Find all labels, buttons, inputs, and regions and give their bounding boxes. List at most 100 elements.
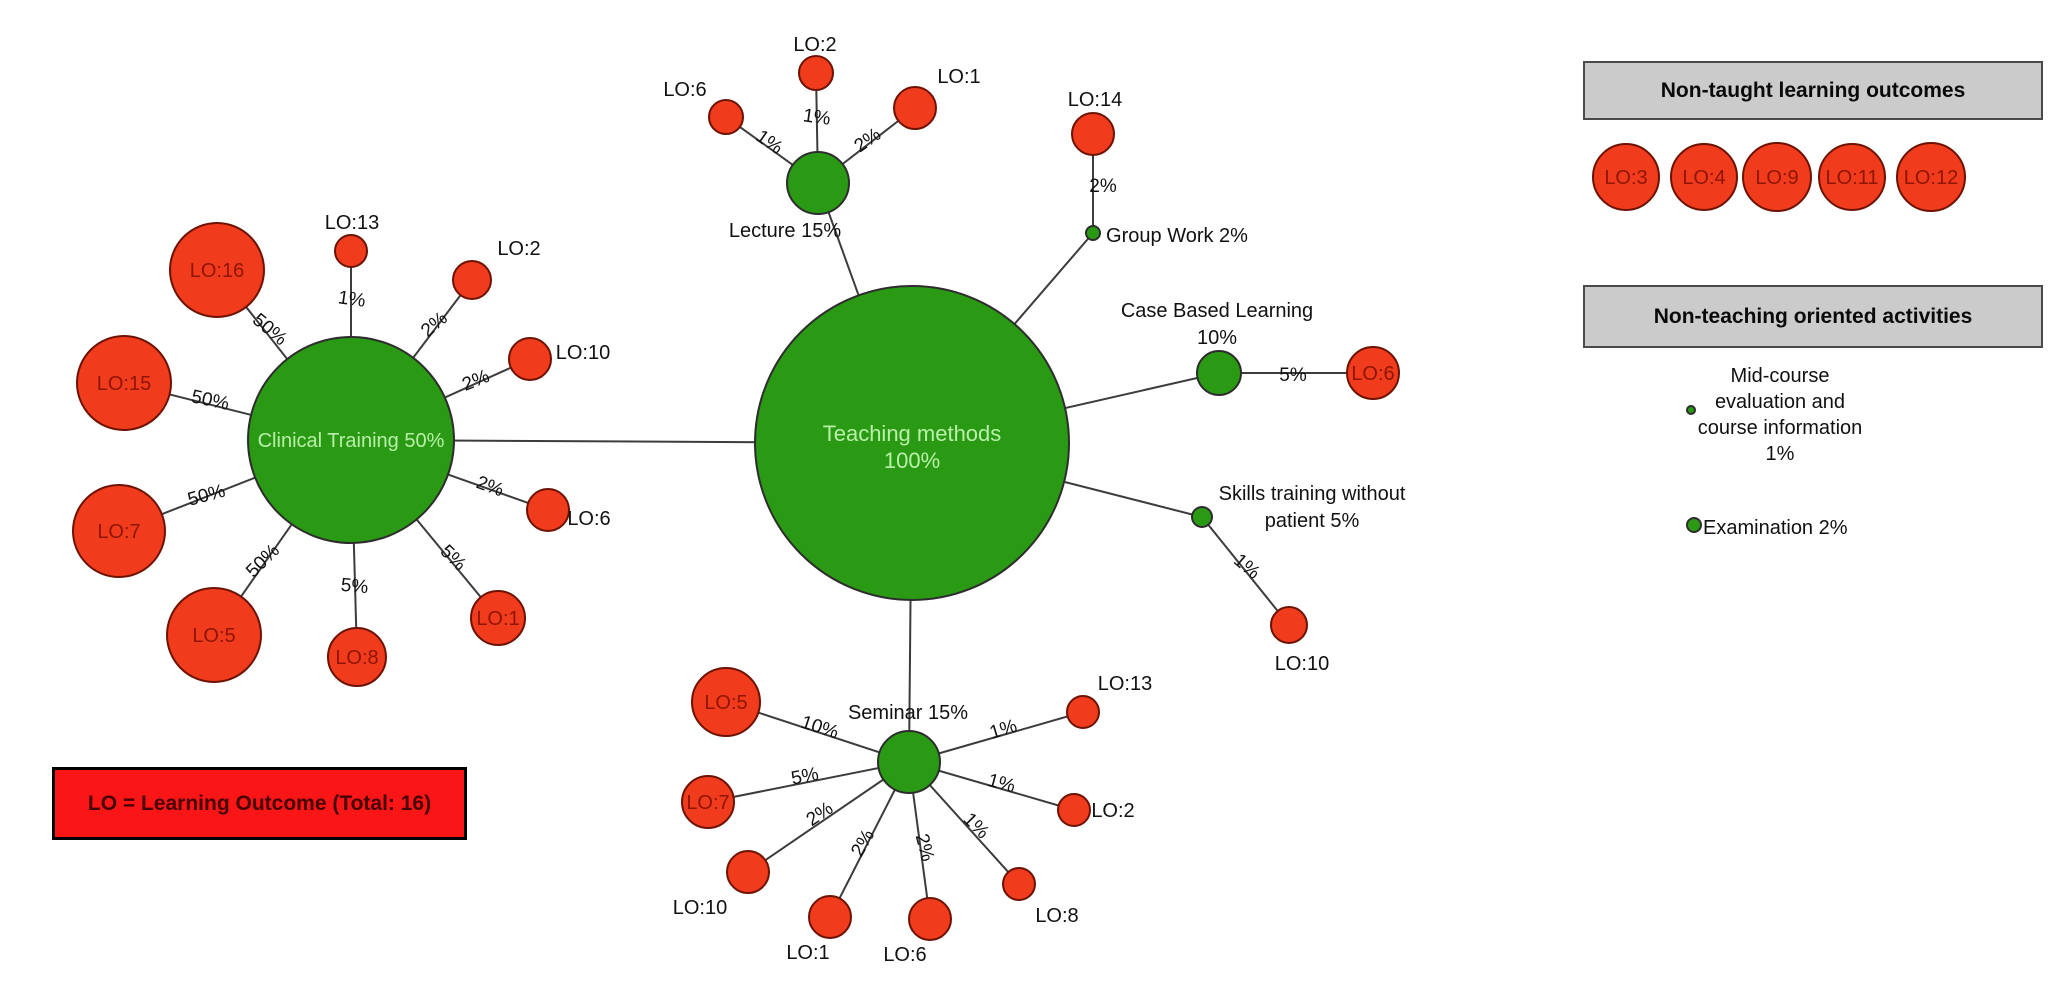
node-sem_lo7-label: LO:7 — [686, 792, 729, 814]
edge-label-skills_dot-s_lo10: 1% — [1229, 550, 1264, 584]
edge-label-seminar-sem_lo13: 1% — [987, 716, 1020, 744]
node-skills_dot-label: patient 5% — [1265, 510, 1360, 532]
node-c_lo16-label: LO:16 — [190, 260, 244, 282]
node-lecture-circle — [786, 151, 850, 215]
node-teaching-label: 100% — [884, 448, 940, 473]
node-clinical-label: Clinical Training 50% — [258, 430, 445, 452]
node-exam_dot-circle — [1686, 517, 1702, 533]
node-c_lo2-label: LO:2 — [497, 238, 540, 260]
edge-label-clinical-c_lo5: 50% — [242, 540, 284, 582]
node-lg_lo9-circle — [1742, 142, 1812, 212]
node-cbl-circle — [1196, 350, 1242, 396]
node-skills_dot-label: Skills training without — [1219, 483, 1406, 505]
node-c_lo10-label: LO:10 — [556, 342, 610, 364]
node-lecture-label: Lecture 15% — [729, 220, 842, 242]
edge-label-clinical-c_lo16: 50% — [248, 310, 291, 351]
legend-non-taught-box: Non-taught learning outcomes — [1583, 61, 2043, 120]
node-sem_lo6-circle — [908, 897, 952, 941]
edge-label-seminar-sem_lo10: 2% — [803, 798, 838, 831]
edge-label-cbl-cbl_lo6: 5% — [1279, 365, 1307, 386]
node-sem_lo13-circle — [1066, 695, 1100, 729]
edge-label-clinical-c_lo7: 50% — [185, 481, 227, 511]
midcourse-line-2: evaluation and — [1714, 391, 1846, 413]
node-c_lo13-circle — [334, 234, 368, 268]
node-c_lo16-circle — [169, 222, 265, 318]
node-clinical-circle — [247, 336, 455, 544]
node-s_lo10-circle — [1270, 606, 1308, 644]
node-sem_lo10-circle — [726, 850, 770, 894]
edge-label-lecture-l_lo2: 1% — [802, 105, 832, 130]
node-c_lo15-circle — [76, 335, 172, 431]
edge-label-clinical-c_lo8: 5% — [340, 575, 369, 598]
node-lg_lo11-circle — [1818, 143, 1886, 211]
node-sem_lo2-label: LO:2 — [1091, 800, 1134, 822]
edge-label-clinical-c_lo15: 50% — [189, 386, 231, 414]
node-c_lo8-label: LO:8 — [335, 647, 378, 669]
node-groupwork_dot-circle — [1085, 225, 1101, 241]
edge-label-clinical-c_lo13: 1% — [337, 287, 367, 312]
node-sem_lo5-label: LO:5 — [704, 692, 747, 714]
node-g_lo14-label: LO:14 — [1068, 89, 1122, 111]
node-sem_lo6-label: LO:6 — [883, 944, 926, 966]
midcourse-line-1: Mid-course — [1730, 365, 1830, 387]
node-c_lo6-label: LO:6 — [567, 508, 610, 530]
node-sem_lo5-circle — [691, 667, 761, 737]
edge-label-seminar-sem_lo8: 1% — [959, 809, 993, 843]
edge-label-seminar-sem_lo6: 2% — [911, 832, 938, 864]
edge-label-seminar-sem_lo5: 10% — [798, 712, 841, 744]
node-l_lo2-label: LO:2 — [793, 34, 836, 56]
node-g_lo14-circle — [1071, 112, 1115, 156]
node-c_lo1-circle — [470, 590, 526, 646]
node-teaching-label: Teaching methods — [823, 421, 1002, 446]
node-skills_dot-circle — [1191, 506, 1213, 528]
legend-non-taught-title: Non-taught learning outcomes — [1660, 78, 1966, 102]
node-lg_lo4-circle — [1670, 143, 1738, 211]
edge-seminar-sem_lo7 — [707, 761, 910, 803]
edge-skills_dot-s_lo10 — [1201, 516, 1290, 626]
node-c_lo5-label: LO:5 — [192, 625, 235, 647]
node-c_lo7-label: LO:7 — [97, 521, 140, 543]
node-lg_lo12-circle — [1896, 142, 1966, 212]
node-groupwork_dot-label: Group Work 2% — [1106, 225, 1248, 247]
node-l_lo2-circle — [798, 55, 834, 91]
edge-label-groupwork_dot-g_lo14: 2% — [1089, 176, 1117, 197]
node-c_lo2-circle — [452, 260, 492, 300]
node-c_lo13-label: LO:13 — [325, 212, 379, 234]
node-lg_lo3-circle — [1592, 143, 1660, 211]
node-sem_lo8-label: LO:8 — [1035, 905, 1078, 927]
edge-label-seminar-sem_lo2: 1% — [985, 770, 1017, 797]
node-sem_lo13-label: LO:13 — [1098, 673, 1152, 695]
node-cbl-label: Case Based Learning — [1121, 300, 1313, 322]
edge-label-clinical-c_lo1: 5% — [436, 541, 470, 575]
node-lg_lo9-label: LO:9 — [1755, 167, 1798, 189]
node-c_lo7-circle — [72, 484, 166, 578]
node-sem_lo2-circle — [1057, 793, 1091, 827]
node-lg_lo12-label: LO:12 — [1904, 167, 1958, 189]
node-mid_dot-circle — [1686, 405, 1696, 415]
node-lg_lo4-label: LO:4 — [1682, 167, 1725, 189]
learning-outcome-note-text: LO = Learning Outcome (Total: 16) — [87, 791, 432, 815]
node-cbl_lo6-label: LO:6 — [1351, 363, 1394, 385]
edge-label-lecture-l_lo6: 1% — [752, 126, 787, 159]
node-sem_lo10-label: LO:10 — [673, 897, 727, 919]
examination-entry: Examination 2% — [1703, 517, 1848, 539]
node-c_lo1-label: LO:1 — [476, 608, 519, 630]
edge-label-clinical-c_lo6: 2% — [473, 472, 506, 501]
node-l_lo6-label: LO:6 — [663, 79, 706, 101]
edge-label-seminar-sem_lo7: 5% — [789, 764, 820, 790]
edge-seminar-sem_lo10 — [747, 761, 910, 873]
node-c_lo15-label: LO:15 — [97, 373, 151, 395]
node-l_lo6-circle — [708, 99, 744, 135]
node-c_lo10-circle — [508, 337, 552, 381]
learning-outcome-note: LO = Learning Outcome (Total: 16) — [52, 767, 467, 840]
node-s_lo10-label: LO:10 — [1275, 653, 1329, 675]
node-lg_lo3-label: LO:3 — [1604, 167, 1647, 189]
node-l_lo1-circle — [893, 86, 937, 130]
node-teaching-circle — [754, 285, 1070, 601]
edge-label-lecture-l_lo1: 2% — [851, 124, 886, 157]
midcourse-entry: Mid-course evaluation and course informa… — [1680, 363, 1880, 467]
node-cbl-label: 10% — [1197, 327, 1237, 349]
edge-label-clinical-c_lo10: 2% — [459, 366, 492, 396]
